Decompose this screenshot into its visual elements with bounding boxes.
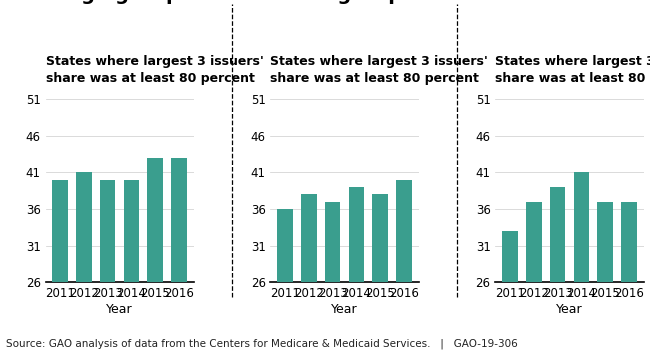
Bar	[277, 209, 292, 353]
Text: Individual market: Individual market	[495, 0, 650, 4]
X-axis label: Year: Year	[556, 303, 583, 316]
Bar	[52, 180, 68, 353]
Bar	[574, 172, 589, 353]
Bar	[502, 231, 517, 353]
X-axis label: Year: Year	[332, 303, 358, 316]
Bar	[172, 157, 187, 353]
Text: Small group market: Small group market	[270, 0, 488, 4]
Bar	[100, 180, 115, 353]
Text: States where largest 3 issuers'
share was at least 80 percent: States where largest 3 issuers' share wa…	[46, 55, 263, 85]
Text: Source: GAO analysis of data from the Centers for Medicare & Medicaid Services. : Source: GAO analysis of data from the Ce…	[6, 339, 518, 349]
Bar	[348, 187, 364, 353]
Bar	[76, 172, 92, 353]
Bar	[621, 202, 637, 353]
Text: Large group market: Large group market	[46, 0, 265, 4]
Bar	[550, 187, 566, 353]
Text: States where largest 3 issuers'
share was at least 80 percent: States where largest 3 issuers' share wa…	[270, 55, 488, 85]
Text: States where largest 3 issuers'
share was at least 80 percent: States where largest 3 issuers' share wa…	[495, 55, 650, 85]
Bar	[325, 202, 341, 353]
Bar	[396, 180, 412, 353]
Bar	[372, 194, 388, 353]
Bar	[124, 180, 139, 353]
X-axis label: Year: Year	[106, 303, 133, 316]
Bar	[526, 202, 541, 353]
Bar	[597, 202, 613, 353]
Bar	[301, 194, 317, 353]
Bar	[148, 157, 163, 353]
